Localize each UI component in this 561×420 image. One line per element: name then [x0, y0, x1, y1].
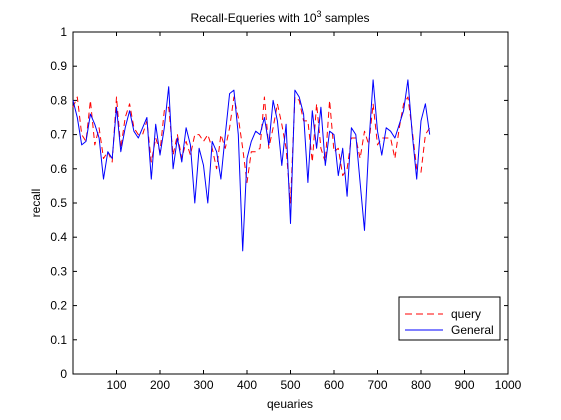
y-axis: 0 0.1 0.2 0.3 0.4 0.5 0.6 0.7 0.8 0.9 1	[50, 25, 508, 381]
series-line-general	[72, 79, 431, 252]
y-tick-label: 0	[60, 367, 67, 381]
y-tick-label: 0.3	[50, 264, 67, 278]
legend-box	[398, 296, 501, 341]
y-tick-label: 0.7	[50, 128, 67, 142]
x-tick-label: 100	[106, 378, 126, 392]
legend-label-general: General	[451, 323, 494, 337]
y-tick-label: 0.4	[50, 230, 67, 244]
y-tick-label: 0.5	[50, 196, 67, 210]
x-tick-label: 500	[280, 378, 300, 392]
x-tick-label: 400	[237, 378, 257, 392]
legend-label-query: query	[451, 307, 481, 321]
y-tick-label: 0.9	[50, 59, 67, 73]
legend: query General	[398, 296, 501, 341]
x-tick-label: 800	[411, 378, 431, 392]
x-axis-label: qeuaries	[267, 397, 313, 411]
y-tick-label: 1	[60, 25, 67, 39]
x-tick-label: 1000	[495, 378, 522, 392]
chart-title: Recall-Equeries with 103 samples	[190, 9, 369, 25]
x-tick-label: 600	[324, 378, 344, 392]
chart-title-superscript: 3	[317, 9, 322, 19]
x-tick-label: 900	[454, 378, 474, 392]
x-tick-label: 200	[150, 378, 170, 392]
y-tick-label: 0.8	[50, 93, 67, 107]
y-tick-label: 0.6	[50, 162, 67, 176]
x-axis: 100 200 300 400 500 600 700 800 900 1000	[106, 32, 522, 392]
series-line-query	[72, 96, 431, 204]
y-tick-label: 0.2	[50, 299, 67, 313]
y-axis-label: recall	[29, 189, 43, 218]
x-tick-label: 700	[367, 378, 387, 392]
chart-title-suffix: samples	[322, 11, 370, 25]
y-tick-label: 0.1	[50, 333, 67, 347]
series-lines	[72, 79, 431, 252]
x-tick-label: 300	[193, 378, 213, 392]
